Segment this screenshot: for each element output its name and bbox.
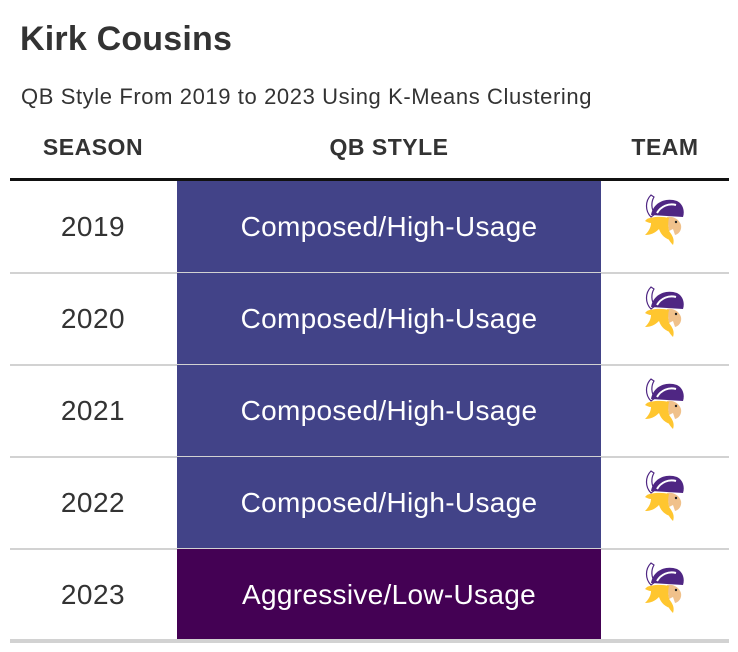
team-cell (601, 457, 729, 549)
team-cell (601, 549, 729, 641)
header-rule (10, 178, 729, 181)
team-cell (601, 181, 729, 273)
chart-subtitle: QB Style From 2019 to 2023 Using K-Means… (21, 84, 593, 109)
qb-style-cell: Composed/High-Usage (177, 365, 601, 457)
qb-style-cell: Aggressive/Low-Usage (177, 549, 601, 641)
qb-style-cell: Composed/High-Usage (177, 273, 601, 365)
table-row: 2019 Composed/High-Usage (10, 181, 729, 274)
column-header-qb-style: QB STYLE (329, 134, 449, 160)
table-row: 2022 Composed/High-Usage (10, 457, 729, 550)
column-header-team: TEAM (631, 134, 699, 160)
table-row: 2023 Aggressive/Low-Usage (10, 549, 729, 641)
season-cell: 2019 (60, 211, 126, 242)
qb-style-cell: Composed/High-Usage (177, 181, 601, 273)
vikings-logo-icon (645, 286, 684, 337)
table-row: 2021 Composed/High-Usage (10, 365, 729, 458)
column-header-season: SEASON (42, 134, 144, 160)
vikings-logo-icon (645, 470, 684, 521)
season-cell: 2023 (60, 579, 126, 610)
vikings-logo-icon (645, 378, 684, 429)
vikings-logo-icon (645, 194, 684, 245)
chart-title: Kirk Cousins (20, 20, 233, 58)
team-cell (601, 273, 729, 365)
qb-style-cell: Composed/High-Usage (177, 457, 601, 549)
table-row: 2020 Composed/High-Usage (10, 273, 729, 366)
season-cell: 2020 (60, 303, 126, 334)
vikings-logo-icon (645, 562, 684, 613)
season-cell: 2022 (60, 487, 126, 518)
table-bottom-rule (10, 639, 729, 643)
season-cell: 2021 (60, 395, 126, 426)
team-cell (601, 365, 729, 457)
